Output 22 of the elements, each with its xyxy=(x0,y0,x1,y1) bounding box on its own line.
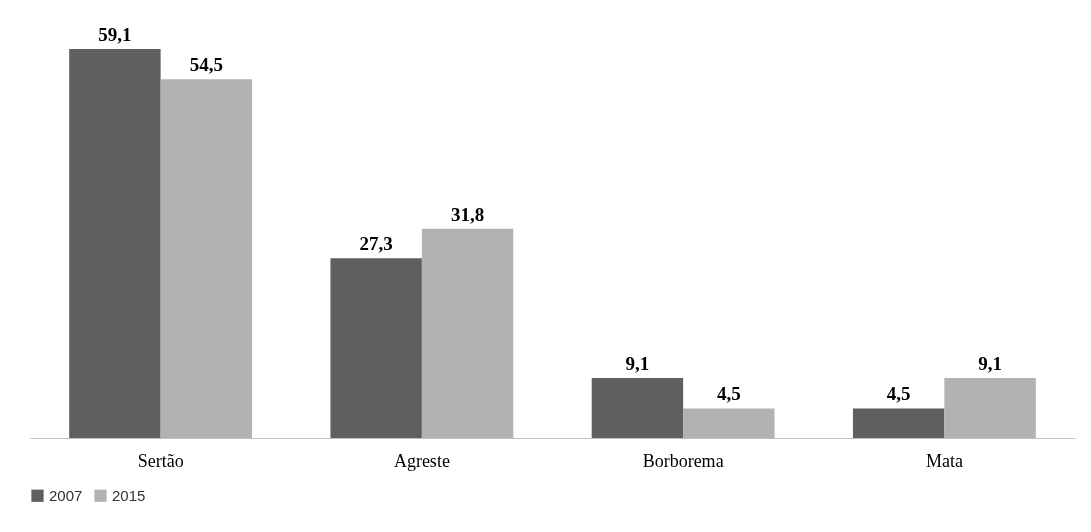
bar xyxy=(683,408,775,438)
bar xyxy=(591,378,684,438)
bar xyxy=(421,228,514,438)
bar xyxy=(852,408,945,438)
data-label: 4,5 xyxy=(886,383,911,405)
bar xyxy=(330,258,422,438)
data-label: 27,3 xyxy=(359,233,393,255)
data-label: 31,8 xyxy=(450,203,485,225)
bar xyxy=(160,79,253,438)
data-label: 59,1 xyxy=(98,23,132,45)
x-tick-label: Mata xyxy=(925,450,963,471)
legend-label: 2015 xyxy=(112,486,146,504)
data-label: 9,1 xyxy=(978,353,1002,375)
legend-label: 2007 xyxy=(49,486,83,504)
data-label: 54,5 xyxy=(189,54,223,76)
x-tick-label: Sertão xyxy=(137,450,184,471)
x-tick-label: Agreste xyxy=(393,450,450,471)
bar xyxy=(944,378,1036,438)
bar xyxy=(69,48,161,438)
x-tick-label: Borborema xyxy=(642,450,724,471)
data-label: 9,1 xyxy=(625,353,650,375)
data-label: 4,5 xyxy=(716,383,741,405)
